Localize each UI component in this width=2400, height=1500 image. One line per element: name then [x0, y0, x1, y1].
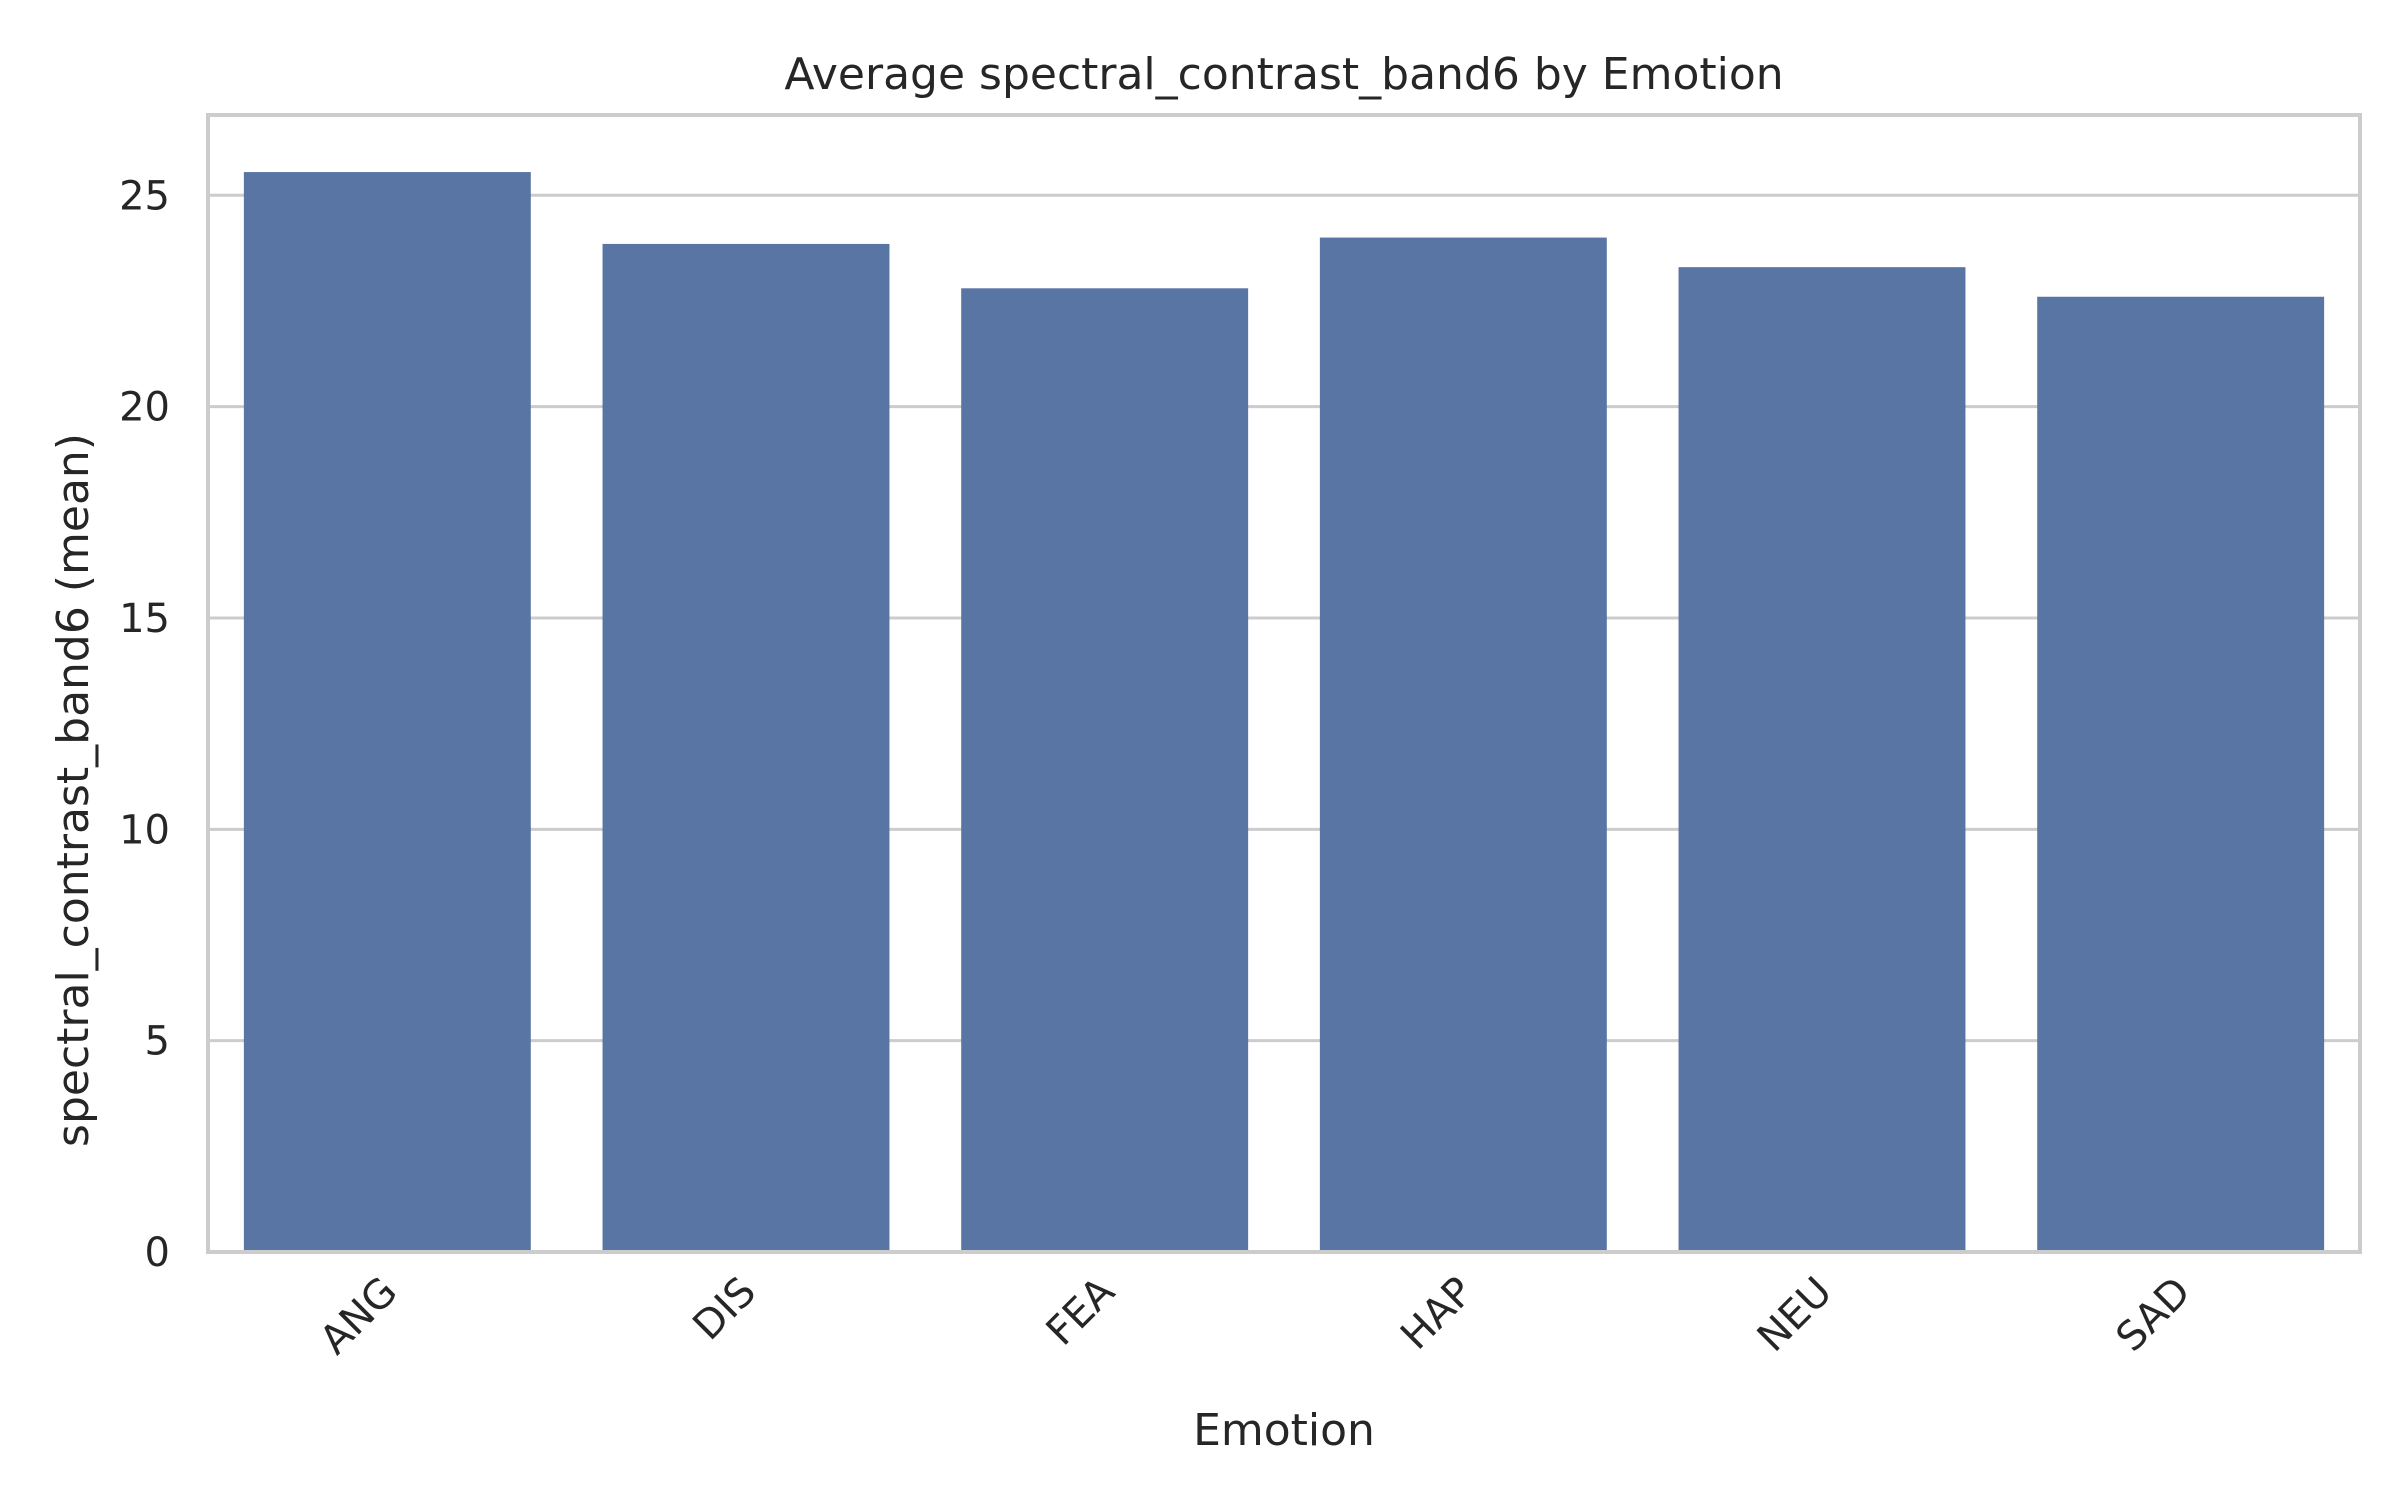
x-tick-label-ang: ANG	[311, 1269, 406, 1364]
bar-neu	[1678, 267, 1966, 1252]
x-axis-label: Emotion	[1193, 1405, 1375, 1456]
y-tick-label: 5	[145, 1019, 170, 1065]
bar-fea	[961, 288, 1249, 1253]
y-tick-label: 10	[119, 807, 170, 853]
x-axis-ticks: ANG DIS FEA HAP NEU SAD	[311, 1268, 2199, 1363]
bars	[243, 172, 2325, 1253]
y-tick-label: 0	[145, 1230, 170, 1276]
x-tick-label-hap: HAP	[1392, 1269, 1482, 1359]
bar-hap	[1319, 237, 1607, 1253]
y-tick-label: 25	[119, 173, 170, 219]
plot-frame	[206, 113, 2362, 1254]
bar-dis	[602, 243, 890, 1252]
y-tick-label: 15	[119, 596, 170, 642]
x-tick-label-fea: FEA	[1038, 1268, 1124, 1354]
y-axis-label: spectral_contrast_band6 (mean)	[48, 433, 99, 1147]
x-tick-label-dis: DIS	[684, 1269, 765, 1350]
chart-title: Average spectral_contrast_band6 by Emoti…	[784, 49, 1783, 100]
x-tick-label-neu: NEU	[1749, 1269, 1841, 1361]
y-axis-ticks: 0 5 10 15 20 25	[119, 173, 170, 1276]
bar-ang	[243, 172, 531, 1253]
x-tick-label-sad: SAD	[2108, 1269, 2200, 1361]
bar-sad	[2037, 296, 2325, 1252]
y-tick-label: 20	[119, 385, 170, 431]
